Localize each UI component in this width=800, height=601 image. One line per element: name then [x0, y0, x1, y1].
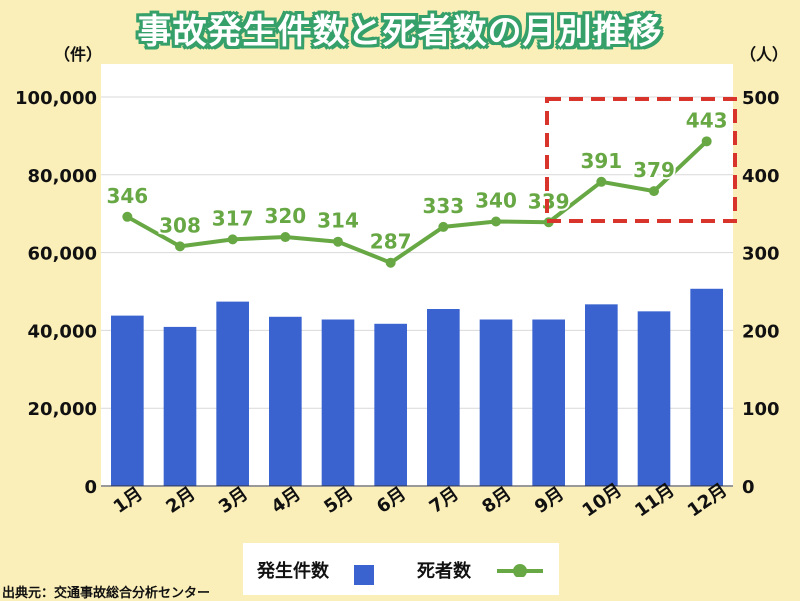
line-point: [649, 186, 659, 197]
left-tick-label: 80,000: [28, 166, 97, 187]
bar: [321, 319, 355, 486]
right-tick-label: 200: [742, 321, 780, 342]
left-axis-unit: （件）: [54, 45, 102, 64]
bar: [111, 315, 144, 486]
line-point: [385, 257, 396, 268]
x-tick-label: 3月: [215, 483, 252, 518]
line-point: [701, 136, 712, 147]
left-tick-label: 20,000: [28, 399, 97, 420]
right-tick-label: 300: [742, 244, 780, 265]
data-label: 339: [528, 189, 570, 213]
x-tick-label: 4月: [268, 483, 305, 518]
bar: [427, 309, 460, 486]
line-point: [596, 176, 607, 187]
legend-swatch-line: [497, 564, 543, 577]
data-label: 391: [580, 149, 622, 173]
data-labels: 346 308 317 320 314 287 333 340 339 391 379 443: [104, 106, 729, 255]
line-point: [175, 241, 185, 252]
bar-series: [111, 288, 723, 486]
bar: [585, 304, 618, 486]
chart-title: 事故発生件数と死者数の月別推移: [137, 12, 663, 52]
bar: [163, 326, 197, 486]
plot-area: [101, 64, 733, 487]
bar: [637, 311, 671, 486]
data-label: 320: [264, 204, 306, 228]
line-series: [122, 136, 712, 268]
legend-label-incidents: 発生件数: [257, 561, 329, 582]
data-label: 443: [686, 108, 728, 132]
legend-swatch-bar: [354, 565, 374, 585]
left-tick-label: 40,000: [28, 321, 97, 342]
x-tick-label: 9月: [531, 483, 568, 518]
data-label: 317: [212, 206, 254, 230]
data-label: 287: [370, 230, 412, 254]
left-tick-label: 60,000: [28, 244, 97, 265]
right-tick-label: 400: [742, 166, 780, 187]
data-label: 308: [159, 213, 201, 237]
x-tick-label: 7月: [426, 483, 463, 518]
left-tick-label: 100,000: [15, 88, 97, 109]
gridlines: [101, 96, 733, 409]
data-label: 379: [633, 158, 675, 182]
line-point: [122, 211, 133, 222]
data-label: 333: [422, 194, 464, 218]
right-tick-label: 0: [742, 477, 755, 498]
bar: [690, 288, 723, 486]
right-tick-label: 100: [742, 399, 780, 420]
bar: [479, 319, 513, 486]
x-tick-label: 6月: [373, 483, 410, 518]
data-label: 346: [106, 184, 148, 208]
source-note: 出典元：交通事故総合分析センター: [2, 582, 211, 601]
legend: 発生件数 死者数: [243, 543, 559, 595]
x-tick-label: 5月: [320, 483, 357, 518]
highlight-box: [545, 97, 737, 223]
right-tick-label: 500: [742, 88, 780, 109]
x-tick-label: 8月: [478, 483, 515, 518]
line-point: [491, 216, 501, 227]
x-tick-label: 1月: [110, 483, 147, 518]
left-tick-label: 0: [84, 477, 97, 498]
data-label: 340: [475, 188, 517, 212]
data-label: 314: [317, 209, 359, 233]
legend-label-deaths: 死者数: [417, 561, 471, 582]
deaths-line: [126, 139, 709, 265]
line-point: [333, 236, 343, 247]
bar: [216, 301, 249, 486]
x-tick-label: 2月: [162, 483, 199, 518]
line-point: [438, 221, 449, 232]
bar: [374, 323, 407, 486]
right-axis-unit: （人）: [740, 45, 788, 64]
line-point: [280, 232, 291, 243]
line-point: [227, 234, 238, 245]
bar: [532, 319, 565, 486]
bar: [269, 316, 302, 486]
